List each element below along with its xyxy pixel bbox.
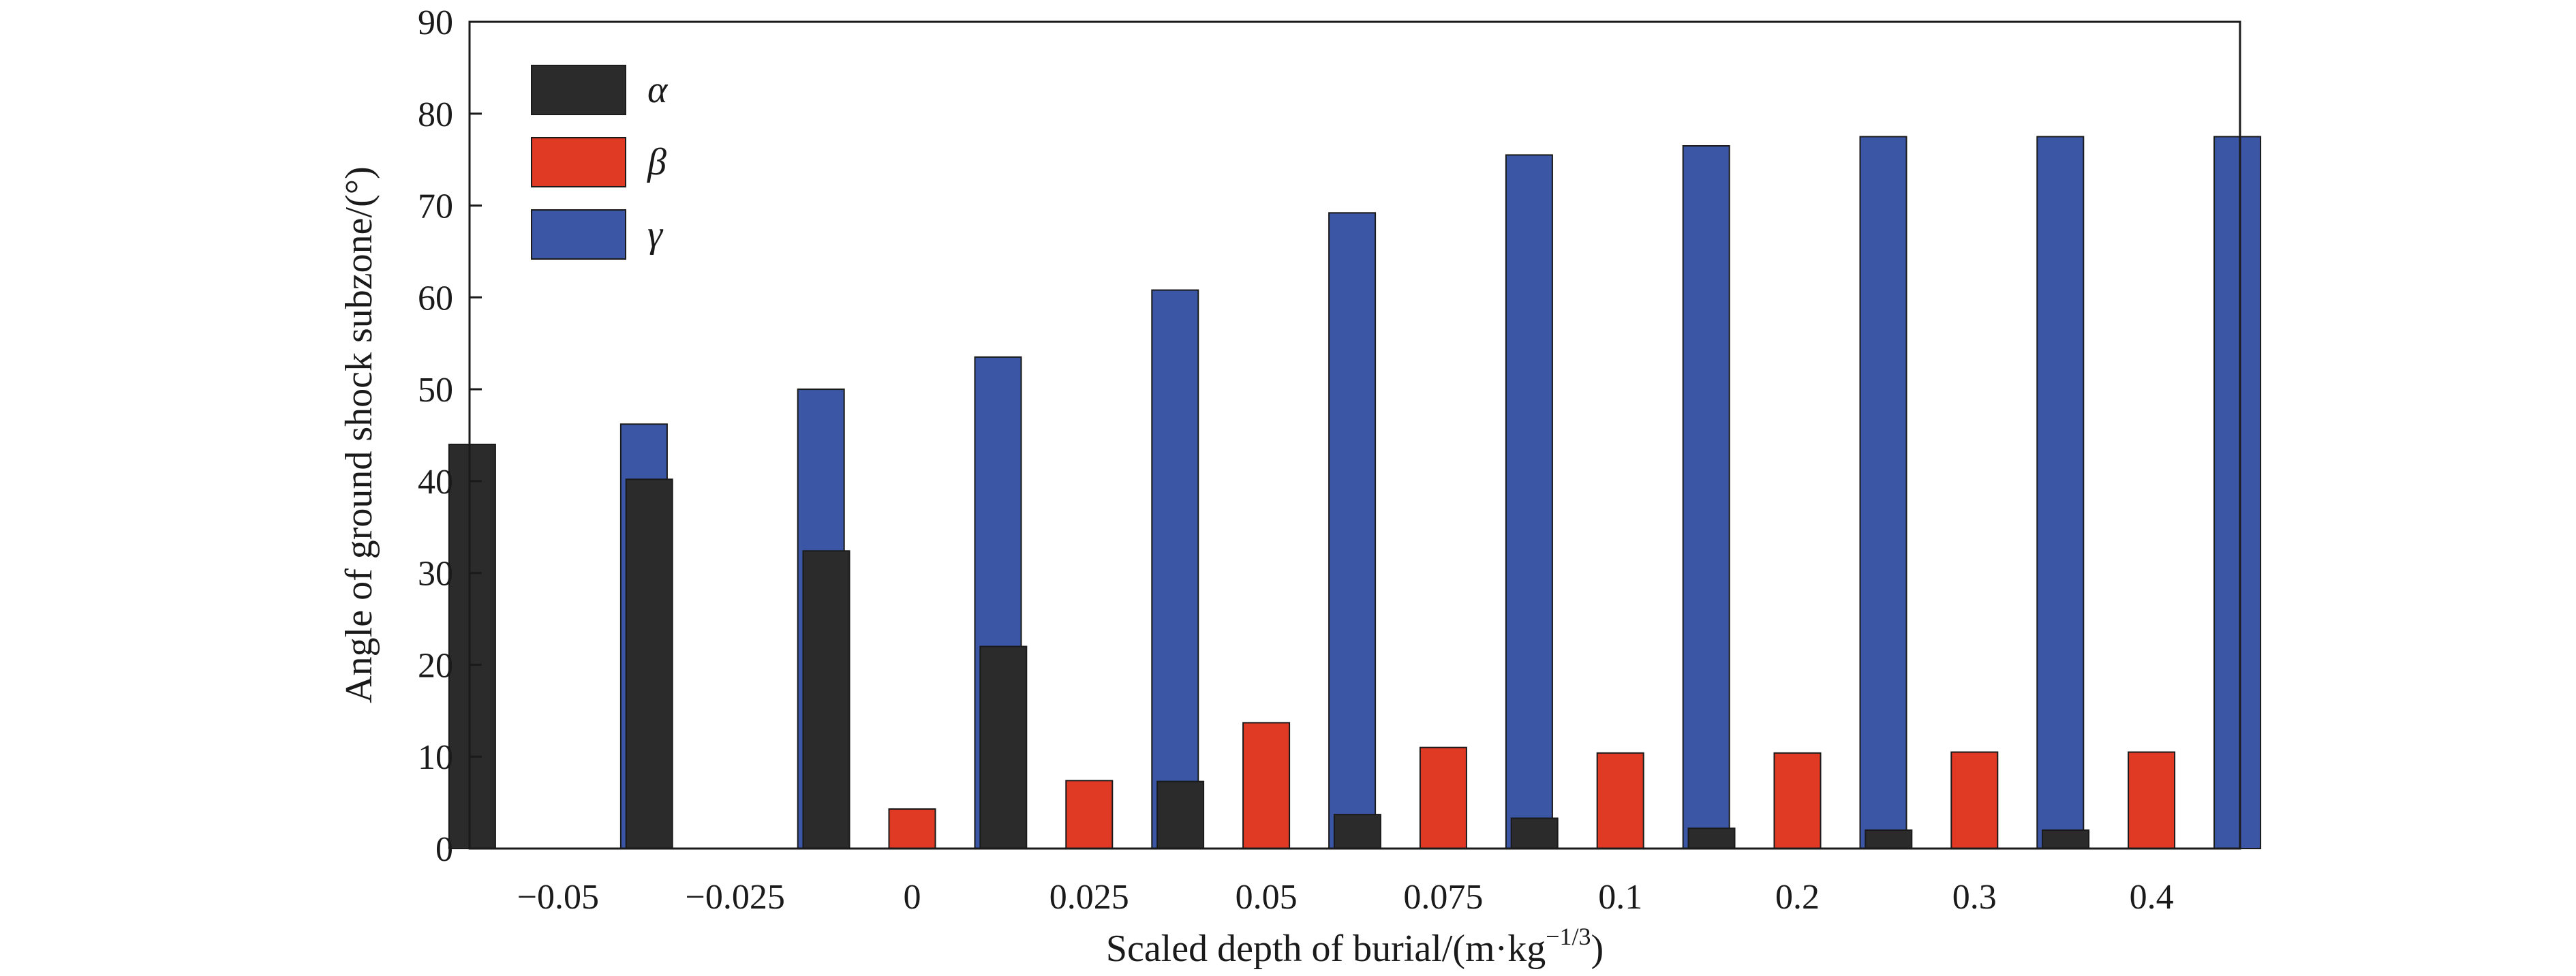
bar-β-5 xyxy=(1419,746,1467,849)
x-tick-label: 0.3 xyxy=(1952,878,1997,917)
x-axis-title-main: Scaled depth of burial/(m·kg xyxy=(1106,928,1546,970)
y-tick-label: 30 xyxy=(418,555,453,594)
x-tick-label: 0.4 xyxy=(2130,878,2174,917)
legend: αβγ xyxy=(531,65,669,260)
bar-β-8 xyxy=(1950,751,1999,849)
bar-α-2 xyxy=(802,550,850,849)
bar-α-4 xyxy=(1156,780,1205,849)
y-tick-label: 60 xyxy=(418,279,453,318)
bar-γ-7 xyxy=(1859,136,1907,849)
bar-β-4 xyxy=(1242,722,1291,850)
bar-β-7 xyxy=(1773,752,1822,850)
bar-α-1 xyxy=(625,478,673,849)
bar-α-0 xyxy=(448,444,496,849)
y-tick-label: 0 xyxy=(435,830,453,869)
bars-layer xyxy=(448,136,2262,850)
x-tick-label: 0.2 xyxy=(1775,878,1820,917)
y-tick-label: 10 xyxy=(418,738,453,777)
plot-frame xyxy=(468,20,2241,850)
legend-swatch-γ xyxy=(531,209,626,260)
x-tick-label: 0.1 xyxy=(1598,878,1642,917)
y-tick-label: 70 xyxy=(418,187,453,226)
y-tick-label: 90 xyxy=(418,3,453,42)
y-tick-label: 50 xyxy=(418,371,453,410)
bar-α-3 xyxy=(979,645,1028,849)
ticks-layer: −0.05 −0.025 0 0.025 0.05 0.075 0.1 0.2 0.3 0.4 0 1… xyxy=(418,3,2174,917)
bar-α-5 xyxy=(1333,814,1381,849)
x-axis-title: Scaled depth of burial/(m·kg−1/3) xyxy=(1106,923,1604,970)
bar-γ-3 xyxy=(1151,289,1199,850)
bar-α-6 xyxy=(1510,817,1559,849)
x-tick-label: −0.05 xyxy=(517,878,599,917)
y-tick-label: 80 xyxy=(418,95,453,134)
x-tick-label: −0.025 xyxy=(686,878,785,917)
x-tick-label: 0.075 xyxy=(1403,878,1483,917)
x-tick-label: 0.05 xyxy=(1236,878,1298,917)
y-tick-label: 20 xyxy=(418,646,453,685)
legend-label-γ: γ xyxy=(647,213,664,256)
bar-β-6 xyxy=(1596,752,1644,850)
x-tick-label: 0.025 xyxy=(1049,878,1129,917)
bar-γ-8 xyxy=(2036,136,2085,849)
bar-β-2 xyxy=(888,808,936,849)
bar-γ-4 xyxy=(1328,212,1377,849)
bar-α-8 xyxy=(1865,829,1913,849)
y-tick-label: 40 xyxy=(418,463,453,502)
y-axis-title: Angle of ground shock subzone/(°) xyxy=(338,166,380,703)
bar-α-7 xyxy=(1687,827,1736,850)
legend-label-α: α xyxy=(647,69,669,111)
x-tick-label: 0 xyxy=(904,878,921,917)
bar-β-9 xyxy=(2128,751,2176,849)
legend-swatch-β xyxy=(531,137,626,187)
bar-β-3 xyxy=(1065,780,1114,850)
legend-label-β: β xyxy=(647,141,666,183)
bar-γ-6 xyxy=(1682,145,1730,849)
bar-α-9 xyxy=(2042,829,2090,849)
x-axis-title-end: ) xyxy=(1591,928,1604,970)
bar-γ-9 xyxy=(2213,136,2262,849)
bar-γ-5 xyxy=(1505,154,1553,849)
x-axis-title-superscript: −1/3 xyxy=(1546,923,1591,950)
legend-swatch-α xyxy=(531,65,626,115)
